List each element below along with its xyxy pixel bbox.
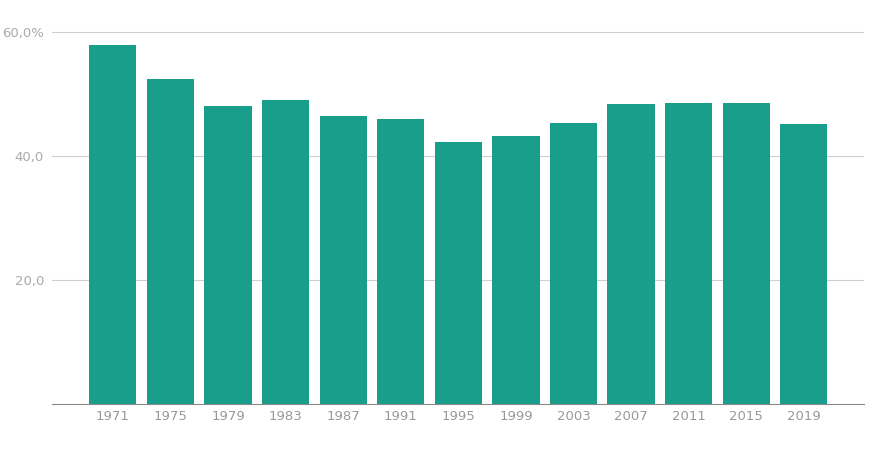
Bar [262, 100, 309, 404]
Bar [204, 106, 251, 404]
Bar [377, 119, 424, 404]
Bar [780, 124, 828, 404]
Bar [147, 79, 194, 404]
Bar [492, 136, 540, 404]
Bar [89, 45, 136, 404]
Bar [723, 103, 770, 404]
Bar [435, 142, 482, 404]
Bar [320, 116, 367, 404]
Bar [665, 103, 712, 404]
Bar [608, 104, 655, 404]
Bar [550, 123, 597, 404]
